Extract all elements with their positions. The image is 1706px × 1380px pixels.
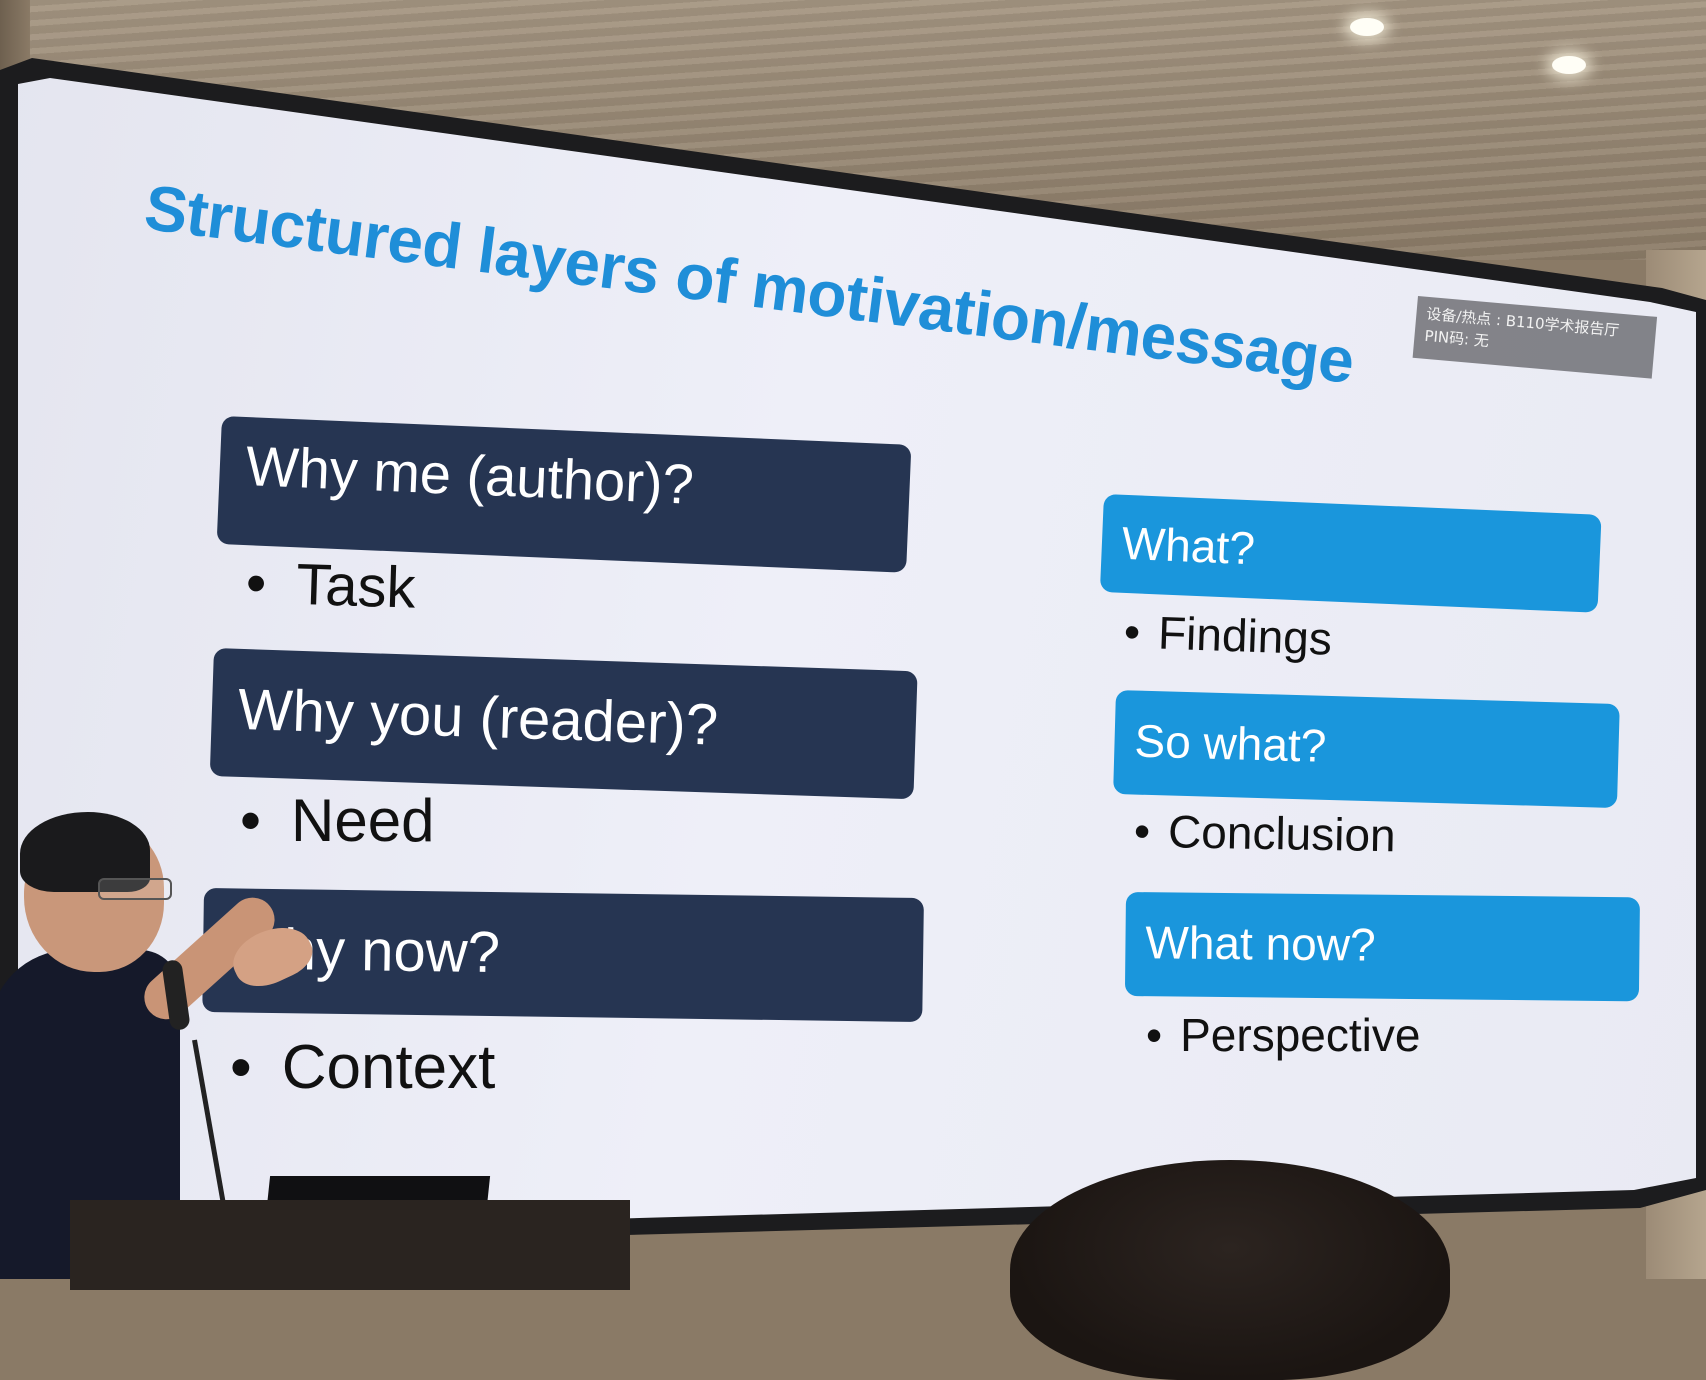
bullet-dot: •	[240, 787, 262, 854]
audience-head	[1010, 1160, 1450, 1380]
bullet-dot: •	[230, 1033, 252, 1102]
heading-what: What?	[1099, 494, 1602, 613]
bullet-text: Context	[281, 1033, 496, 1102]
heading-why-you: Why you (reader)?	[209, 648, 918, 800]
ceiling-light	[1350, 18, 1384, 36]
heading-text: What now?	[1145, 916, 1376, 971]
bullet-text: Findings	[1157, 606, 1333, 665]
bullet-dot: •	[245, 550, 268, 616]
podium	[70, 1200, 630, 1290]
bullet-text: Need	[291, 787, 435, 854]
bullet-dot: •	[1123, 605, 1142, 658]
bullet-text: Perspective	[1180, 1009, 1421, 1061]
bullet-need: • Need	[240, 786, 434, 855]
slide-title: Structured layers of motivation/message	[140, 170, 1359, 398]
wireless-display-overlay: 设备/热点 : B110学术报告厅 PIN码: 无	[1412, 296, 1658, 379]
heading-text: What?	[1120, 516, 1256, 575]
bullet-dot: •	[1146, 1009, 1163, 1061]
bullet-text: Task	[295, 551, 417, 621]
bullet-context: • Context	[230, 1032, 495, 1103]
glasses	[98, 878, 172, 900]
heading-text: So what?	[1133, 714, 1328, 772]
heading-so-what: So what?	[1113, 690, 1620, 809]
bullet-conclusion: • Conclusion	[1134, 804, 1397, 863]
ceiling-light	[1552, 56, 1586, 74]
bullet-task: • Task	[245, 549, 417, 621]
heading-text: Why me (author)?	[244, 434, 696, 516]
bullet-text: Conclusion	[1167, 805, 1397, 862]
heading-what-now: What now?	[1124, 892, 1640, 1002]
bullet-dot: •	[1133, 804, 1151, 857]
bullet-perspective: • Perspective	[1146, 1008, 1420, 1062]
bullet-findings: • Findings	[1123, 604, 1333, 665]
heading-text: Why you (reader)?	[236, 676, 720, 758]
slide: Structured layers of motivation/message …	[140, 170, 1658, 1103]
heading-why-me: Why me (author)?	[216, 416, 912, 573]
